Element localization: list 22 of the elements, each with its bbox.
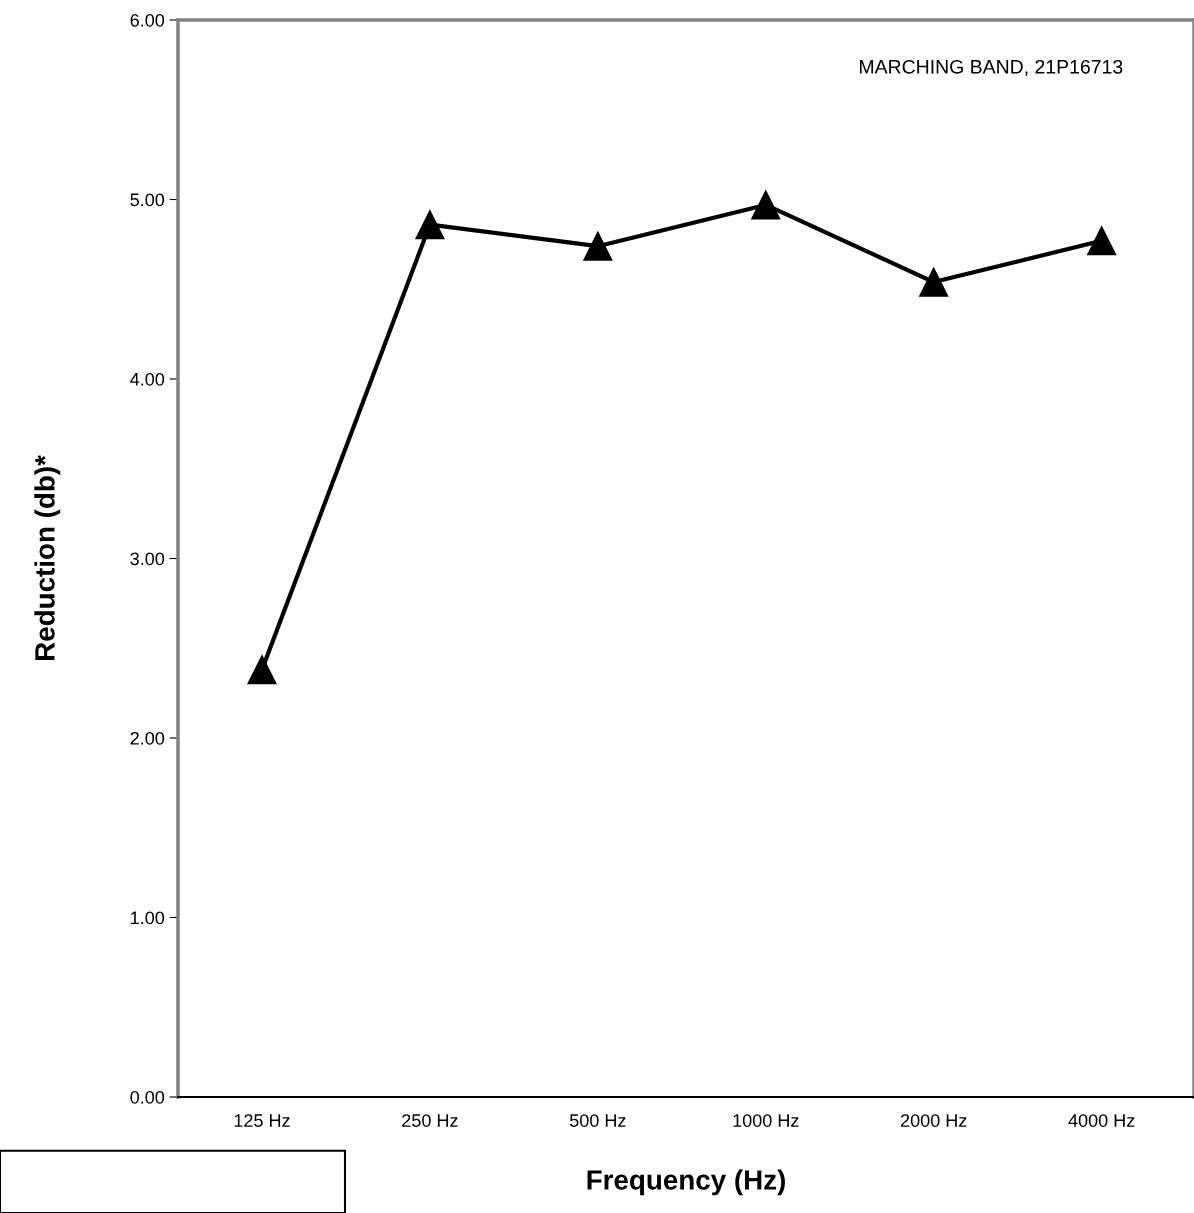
- x-tick-label: 1000 Hz: [733, 1114, 799, 1127]
- point: [415, 210, 445, 240]
- y-tick-label: 3.00: [130, 552, 165, 566]
- x-tick-label: 250 Hz: [402, 1114, 458, 1127]
- x-tick-label: 2000 Hz: [900, 1114, 967, 1127]
- annotation: MARCHING BAND, 21P16713: [860, 59, 1123, 76]
- x-tick-label: 4000 Hz: [1068, 1114, 1135, 1127]
- y-tick-label: 4.00: [130, 372, 165, 386]
- x-tick-label: 125 Hz: [234, 1114, 290, 1127]
- x-tick-label: 500 Hz: [569, 1114, 626, 1127]
- point: [1087, 226, 1117, 256]
- y-tick-label: 0.00: [130, 1090, 165, 1104]
- y-axis-title: Reduction (db)*: [34, 455, 61, 661]
- point: [583, 231, 613, 261]
- y-tick-label: 5.00: [130, 193, 165, 207]
- y-tick-label: 1.00: [131, 911, 165, 925]
- point: [919, 267, 949, 297]
- y-tick-label: 2.00: [130, 731, 165, 745]
- x-axis-title: Frequency (Hz): [587, 1169, 785, 1196]
- point: [751, 190, 781, 220]
- y-tick-label: 6.00: [130, 13, 165, 27]
- point: [247, 655, 277, 685]
